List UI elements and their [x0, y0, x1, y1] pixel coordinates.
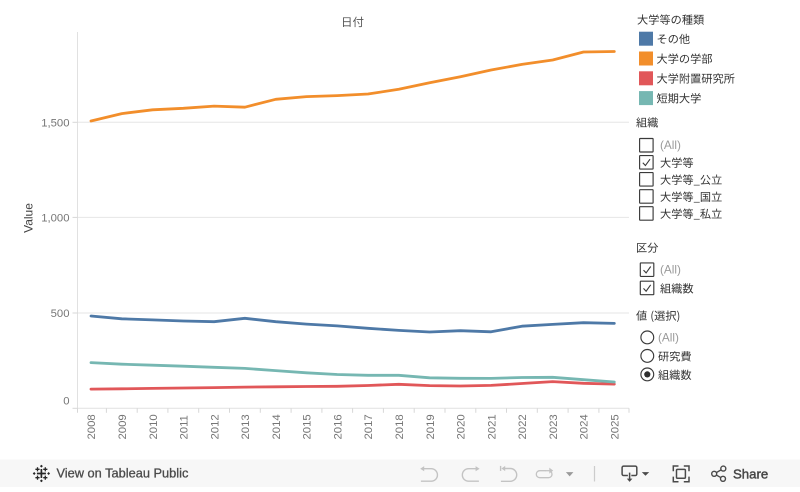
svg-text:2012: 2012 [209, 414, 221, 439]
svg-text:2020: 2020 [456, 414, 468, 439]
svg-text:(All): (All) [658, 330, 679, 344]
svg-text:(All): (All) [660, 263, 681, 277]
svg-text:2025: 2025 [610, 414, 622, 439]
svg-text:2019: 2019 [425, 414, 437, 439]
svg-text:500: 500 [51, 308, 70, 320]
svg-text:View on Tableau Public: View on Tableau Public [57, 466, 189, 481]
svg-text:2014: 2014 [271, 414, 283, 439]
svg-text:(All): (All) [660, 138, 681, 152]
svg-text:2024: 2024 [579, 414, 591, 439]
svg-text:Value: Value [22, 203, 36, 233]
svg-text:2016: 2016 [332, 414, 344, 439]
svg-text:2013: 2013 [240, 414, 252, 439]
svg-text:1,500: 1,500 [41, 117, 69, 129]
svg-text:2018: 2018 [394, 414, 406, 439]
svg-text:2017: 2017 [363, 414, 375, 439]
svg-text:2008: 2008 [86, 414, 98, 439]
svg-text:2011: 2011 [179, 415, 191, 439]
svg-text:2015: 2015 [302, 414, 314, 439]
svg-text:2023: 2023 [548, 414, 560, 439]
svg-text:2009: 2009 [117, 414, 129, 439]
svg-text:1,000: 1,000 [41, 212, 69, 224]
svg-text:2010: 2010 [148, 414, 160, 439]
svg-text:Share: Share [733, 466, 768, 481]
svg-text:2021: 2021 [486, 414, 498, 439]
svg-text:2022: 2022 [517, 414, 529, 439]
svg-text:0: 0 [63, 395, 69, 407]
